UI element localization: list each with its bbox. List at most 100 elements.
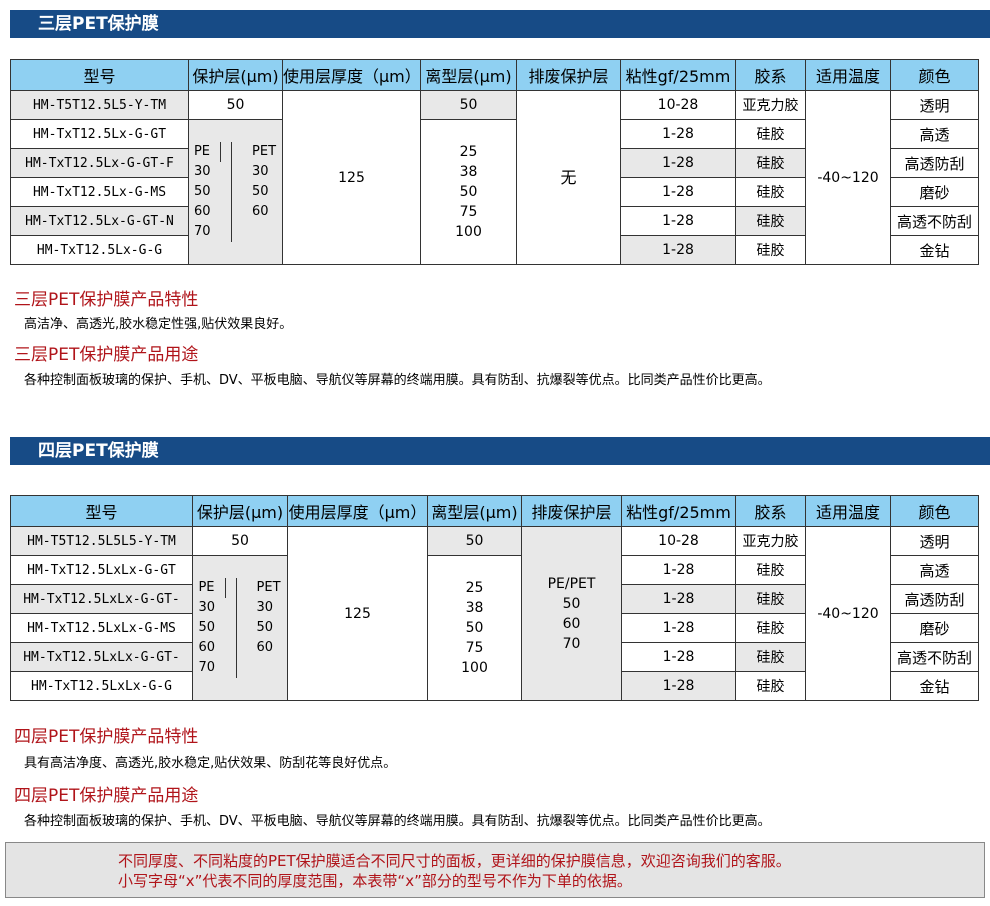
table-row: HM-TxT12.5LxLx-G-MS 1-28 硅胶 磨砂	[10, 613, 979, 643]
adhesion-cell: 10-28	[621, 526, 736, 556]
adhesion-cell: 1-28	[621, 671, 736, 701]
column-header: 胶系	[735, 59, 806, 91]
pet-value: 30	[252, 164, 269, 179]
usage-thickness-cell: 125	[282, 90, 421, 265]
pet-value: 50	[256, 620, 274, 635]
table-row: HM-T5T12.5L5L5-Y-TM 50 125 50 PE/PET 50 60 70 10…	[10, 526, 979, 701]
glue-cell: 硅胶	[735, 642, 806, 672]
adhesion-cell: 1-28	[621, 613, 736, 643]
column-header: 离型层(μm)	[420, 59, 517, 91]
waste-value: PE/PET	[547, 575, 596, 592]
release-value: 25	[459, 144, 478, 160]
glue-cell: 硅胶	[735, 206, 806, 236]
table-row: HM-TxT12.5Lx-G-GT-N 1-28 硅胶 高透不防刮	[10, 206, 979, 236]
color-cell: 金钻	[890, 235, 979, 265]
waste-value: 70	[562, 635, 581, 652]
temperature-cell: -40~120	[805, 526, 891, 701]
release-layer-options: 25 38 50 75 100	[420, 119, 517, 265]
glue-cell: 硅胶	[735, 235, 806, 265]
model-cell: HM-TxT12.5Lx-G-GT-N	[10, 206, 189, 236]
adhesion-cell: 1-28	[620, 119, 736, 149]
table-row: HM-TxT12.5Lx-G-GT-F 1-28 硅胶 高透防刮	[10, 148, 979, 178]
glue-cell: 硅胶	[735, 555, 806, 585]
column-header: 保护层(μm)	[192, 495, 288, 527]
release-value: 75	[465, 640, 484, 656]
footer-note: 不同厚度、不同粘度的PET保护膜适合不同尺寸的面板，更详细的保护膜信息，欢迎咨询…	[5, 842, 985, 898]
column-header: 颜色	[890, 495, 979, 527]
model-cell: HM-T5T12.5L5-Y-TM	[10, 90, 189, 120]
pe-column: PE 30 50 60 70	[190, 142, 233, 242]
column-header: 颜色	[890, 59, 979, 91]
adhesion-cell: 1-28	[620, 235, 736, 265]
model-cell: HM-TxT12.5LxLx-G-G	[10, 671, 193, 701]
pe-value: 30	[198, 600, 216, 615]
release-layer-options: 25 38 50 75 100	[427, 555, 522, 701]
waste-value: 无	[560, 167, 577, 187]
waste-layer-cell: PE/PET 50 60 70	[521, 526, 622, 701]
column-header: 适用温度	[805, 59, 891, 91]
release-layer-cell: 50	[427, 526, 522, 556]
glue-cell: 硅胶	[735, 671, 806, 701]
use-title: 三层PET保护膜产品用途	[14, 345, 199, 365]
use-title: 四层PET保护膜产品用途	[14, 786, 199, 806]
model-cell: HM-TxT12.5LxLx-G-MS	[10, 613, 193, 643]
footer-line: 小写字母“x”代表不同的厚度范围，本表带“x”部分的型号不作为下单的依据。	[118, 872, 632, 890]
glue-cell: 硅胶	[735, 177, 806, 207]
adhesion-cell: 1-28	[621, 555, 736, 585]
column-header: 保护层(μm)	[188, 59, 283, 91]
color-cell: 高透	[890, 555, 979, 585]
column-header: 型号	[10, 495, 193, 527]
glue-cell: 硅胶	[735, 584, 806, 614]
pet-value: 60	[252, 204, 269, 219]
use-text: 各种控制面板玻璃的保护、手机、DV、平板电脑、导航仪等屏幕的终端用膜。具有防刮、…	[24, 373, 771, 388]
release-layer-cell: 50	[420, 90, 517, 120]
feature-title: 四层PET保护膜产品特性	[14, 727, 199, 747]
protect-layer-cell: 50	[188, 90, 283, 120]
release-value: 75	[459, 204, 478, 220]
color-cell: 透明	[890, 90, 979, 120]
model-cell: HM-TxT12.5LxLx-G-GT-	[10, 642, 193, 672]
color-cell: 高透防刮	[890, 584, 979, 614]
pet-value: PET	[247, 578, 287, 598]
column-header: 使用层厚度（μm）	[287, 495, 428, 527]
column-header: 粘性gf/25mm	[621, 495, 736, 527]
use-text: 各种控制面板玻璃的保护、手机、DV、平板电脑、导航仪等屏幕的终端用膜。具有防刮、…	[24, 814, 771, 829]
protect-layer-options: PE 30 50 60 70 PET 30 50 60	[188, 119, 283, 265]
header-row: 型号 保护层(μm) 使用层厚度（μm） 离型层(μm) 排废保护层 粘性gf/25mm 胶…	[10, 59, 979, 91]
color-cell: 透明	[890, 526, 979, 556]
table-row: HM-TxT12.5LxLx-G-G 1-28 硅胶 金钻	[10, 671, 979, 701]
waste-value: 50	[562, 595, 581, 612]
feature-title: 三层PET保护膜产品特性	[14, 290, 199, 310]
pet-column: PET 30 50 60	[232, 142, 281, 242]
adhesion-cell: 1-28	[620, 148, 736, 178]
pet-value: PET	[242, 142, 281, 162]
glue-cell: 硅胶	[735, 613, 806, 643]
pet-column: PET 30 50 60	[237, 578, 287, 678]
pe-value: 50	[193, 184, 211, 199]
spec-table-three-layer: 型号 保护层(μm) 使用层厚度（μm） 离型层(μm) 排废保护层 粘性gf/25mm 胶…	[10, 59, 979, 265]
release-value: 25	[465, 580, 484, 596]
pe-value: 60	[193, 204, 211, 219]
temperature-cell: -40~120	[805, 90, 891, 265]
color-cell: 磨砂	[890, 177, 979, 207]
model-cell: HM-TxT12.5LxLx-G-GT	[10, 555, 193, 585]
pe-value: 70	[193, 224, 211, 239]
adhesion-cell: 1-28	[620, 206, 736, 236]
pe-value: 70	[198, 660, 216, 675]
footer-line: 不同厚度、不同粘度的PET保护膜适合不同尺寸的面板，更详细的保护膜信息，欢迎咨询…	[118, 852, 791, 870]
model-cell: HM-TxT12.5Lx-G-GT-F	[10, 148, 189, 178]
release-value: 38	[459, 164, 478, 180]
release-value: 100	[461, 660, 488, 676]
adhesion-cell: 1-28	[620, 177, 736, 207]
glue-cell: 硅胶	[735, 119, 806, 149]
table-row: HM-TxT12.5Lx-G-MS 1-28 硅胶 磨砂	[10, 177, 979, 207]
spec-table-four-layer: 型号 保护层(μm) 使用层厚度（μm） 离型层(μm) 排废保护层 粘性gf/25mm 胶…	[10, 495, 979, 701]
release-value: 38	[465, 600, 484, 616]
column-header: 离型层(μm)	[427, 495, 522, 527]
model-cell: HM-TxT12.5Lx-G-G	[10, 235, 189, 265]
release-value: 50	[459, 184, 478, 200]
model-cell: HM-TxT12.5LxLx-G-GT-	[10, 584, 193, 614]
table-row: HM-T5T12.5L5-Y-TM 50 125 50 无 10-28 亚克力胶 -40~12…	[10, 90, 979, 265]
pe-value: PE	[190, 142, 222, 162]
pe-column: PE 30 50 60 70	[194, 578, 237, 678]
